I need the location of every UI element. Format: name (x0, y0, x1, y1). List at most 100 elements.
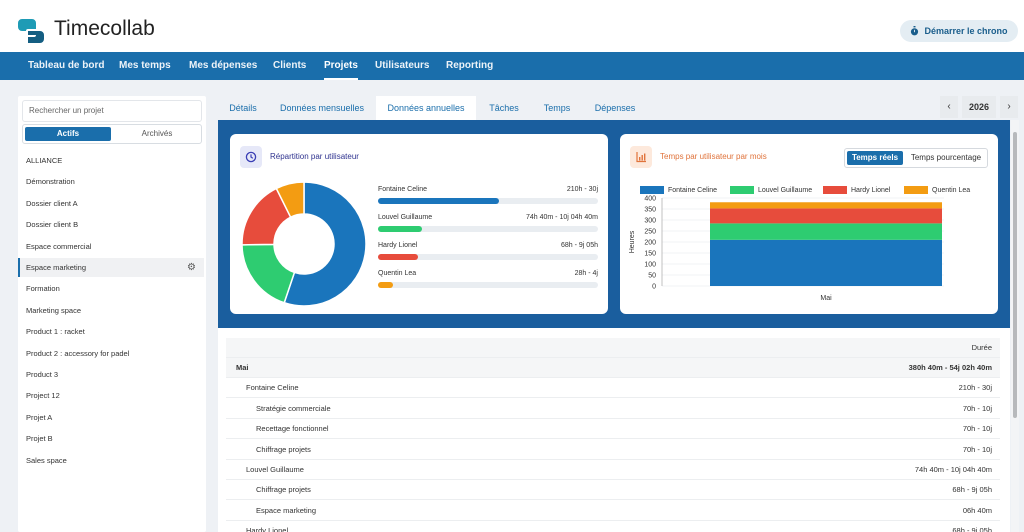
legend-label: Quentin Lea (932, 186, 971, 194)
row-duration: 70h - 10j (962, 444, 992, 454)
project-search-input[interactable]: Rechercher un projet (22, 100, 202, 122)
table-row[interactable]: Hardy Lionel 68h - 9j 05h (226, 521, 1000, 532)
row-label: Chiffrage projets (256, 485, 311, 495)
toggle-actifs[interactable]: Actifs (25, 127, 111, 141)
nav-utilisateurs[interactable]: Utilisateurs (375, 60, 430, 71)
row-duration: 68h - 9j 05h (952, 526, 992, 532)
sidebar-project-item[interactable]: Project 12 (26, 391, 60, 401)
legend-item[interactable]: Quentin Lea (904, 186, 970, 195)
row-duration: 210h - 30j (958, 383, 992, 393)
row-duration: 70h - 10j (962, 403, 992, 413)
bar-segment[interactable] (710, 202, 942, 209)
bar-segment[interactable] (710, 239, 942, 286)
scrollbar-thumb[interactable] (1013, 132, 1017, 418)
nav-clients[interactable]: Clients (273, 60, 307, 71)
table-row[interactable]: Fontaine Celine 210h - 30j (226, 378, 1000, 399)
table-row[interactable]: Espace marketing 06h 40m (226, 501, 1000, 521)
sidebar-project-item[interactable]: Espace commercial (26, 241, 92, 251)
sidebar-project-item[interactable]: Dossier client B (26, 220, 79, 230)
tab-temps[interactable]: Temps (543, 103, 571, 113)
legend-swatch (730, 186, 754, 194)
prev-year-button[interactable]: ‹ (940, 96, 958, 118)
table-row[interactable]: Recettage fonctionnel 70h - 10j (226, 419, 1000, 440)
sidebar-project-item[interactable]: Product 1 : racket (26, 327, 85, 337)
sidebar-project-item[interactable]: Product 3 (26, 370, 59, 379)
toggle-temps-pourcentage[interactable]: Temps pourcentage (910, 153, 982, 162)
sidebar-project-item[interactable]: Démonstration (26, 177, 75, 187)
time-mode-toggle: Temps réels Temps pourcentage (844, 148, 988, 168)
table-row[interactable]: Louvel Guillaume 74h 40m - 10j 04h 40m (226, 460, 1000, 480)
sidebar-project-item[interactable]: Formation (26, 284, 60, 294)
sidebar-project-item[interactable]: Marketing space (26, 305, 82, 315)
sidebar-project-item[interactable]: Espace marketing ⚙ (18, 258, 204, 277)
year-value: 2026 (962, 96, 996, 118)
stopwatch-icon (911, 26, 919, 36)
row-label: Louvel Guillaume (246, 465, 304, 474)
user-name: Quentin Lea (378, 270, 417, 277)
users-card: Répartition par utilisateur Fontaine Cel… (230, 134, 608, 314)
toggle-archives[interactable]: Archivés (141, 129, 173, 138)
users-card-title: Répartition par utilisateur (270, 152, 359, 161)
nav-reporting[interactable]: Reporting (446, 60, 494, 71)
gear-icon[interactable]: ⚙ (187, 262, 196, 273)
user-name: Hardy Lionel (378, 242, 418, 249)
nav-projets[interactable]: Projets (324, 52, 358, 80)
table-row[interactable]: Chiffrage projets 68h - 9j 05h (226, 480, 1000, 501)
tab-donnees-annuelles[interactable]: Données annuelles (376, 96, 476, 120)
sidebar-project-item[interactable]: ALLIANCE (26, 156, 63, 165)
project-sidebar: Rechercher un projet Actifs Archivés ALL… (18, 96, 206, 532)
table-row[interactable]: Mai 380h 40m - 54j 02h 40m (226, 358, 1000, 378)
legend-label: Fontaine Celine (668, 186, 718, 194)
row-label: Hardy Lionel (246, 526, 289, 532)
duration-table: Durée Mai 380h 40m - 54j 02h 40m Fontaine … (218, 328, 1010, 532)
y-axis-label: Heures (629, 230, 636, 253)
donut-slice[interactable] (241, 243, 296, 304)
bar-segment[interactable] (710, 223, 942, 240)
monthly-stacked-bar-chart: 0 50 100 150 200 250 300 350 400 Heures Mai (629, 196, 944, 302)
main-nav: Tableau de bord Mes temps Mes dépenses C… (0, 52, 1024, 80)
legend-item[interactable]: Fontaine Celine (640, 186, 717, 195)
sidebar-project-item[interactable]: Projet A (26, 412, 53, 422)
tab-taches[interactable]: Tâches (489, 103, 519, 113)
sidebar-project-item[interactable]: Product 2 : accessory for padel (26, 348, 130, 358)
tab-donnees-mensuelles[interactable]: Données mensuelles (279, 103, 365, 113)
user-progress-track (378, 198, 598, 204)
sidebar-project-item[interactable]: Projet B (26, 434, 53, 444)
donut-slice[interactable] (275, 181, 305, 219)
user-duration: 68h - 9j 05h (561, 242, 598, 249)
legend-item[interactable]: Louvel Guillaume (730, 186, 812, 195)
legend-swatch (904, 186, 928, 194)
nav-mes-depenses[interactable]: Mes dépenses (189, 60, 258, 71)
y-tick-label: 400 (644, 196, 656, 203)
start-timer-button[interactable]: Démarrer le chrono (900, 20, 1018, 42)
bar-chart-icon (630, 146, 652, 168)
x-tick-label: Mai (820, 295, 832, 302)
user-duration: 210h - 30j (566, 186, 598, 193)
active-archived-toggle: Actifs Archivés (22, 124, 202, 144)
bar-segment[interactable] (710, 208, 942, 224)
scrollbar[interactable] (1011, 120, 1019, 532)
tab-depenses[interactable]: Dépenses (594, 103, 636, 113)
sidebar-project-item[interactable]: Dossier client A (26, 198, 78, 208)
toggle-temps-reels[interactable]: Temps réels (847, 151, 903, 165)
row-duration: 68h - 9j 05h (952, 485, 992, 495)
y-tick-label: 200 (644, 240, 656, 247)
table-row[interactable]: Chiffrage projets 70h - 10j (226, 440, 1000, 460)
legend-swatch (640, 186, 664, 194)
legend-swatch (823, 186, 847, 194)
row-label: Espace marketing (256, 505, 317, 515)
table-row[interactable]: Stratégie commerciale 70h - 10j (226, 399, 1000, 419)
user-progress-fill (378, 282, 394, 288)
user-name: Fontaine Celine (378, 186, 428, 193)
legend-item[interactable]: Hardy Lionel (823, 186, 890, 195)
start-timer-label: Démarrer le chrono (924, 26, 1008, 36)
nav-mes-temps[interactable]: Mes temps (119, 60, 171, 71)
table-header: Durée (226, 338, 1000, 358)
sidebar-project-item[interactable]: Sales space (26, 455, 67, 465)
tab-details[interactable]: Détails (229, 103, 257, 113)
next-year-button[interactable]: › (1000, 96, 1018, 118)
nav-tableau-de-bord[interactable]: Tableau de bord (28, 60, 105, 71)
charts-area: Répartition par utilisateur Fontaine Cel… (218, 120, 1010, 328)
user-progress-track (378, 254, 598, 260)
app-title: Timecollab (54, 17, 155, 40)
